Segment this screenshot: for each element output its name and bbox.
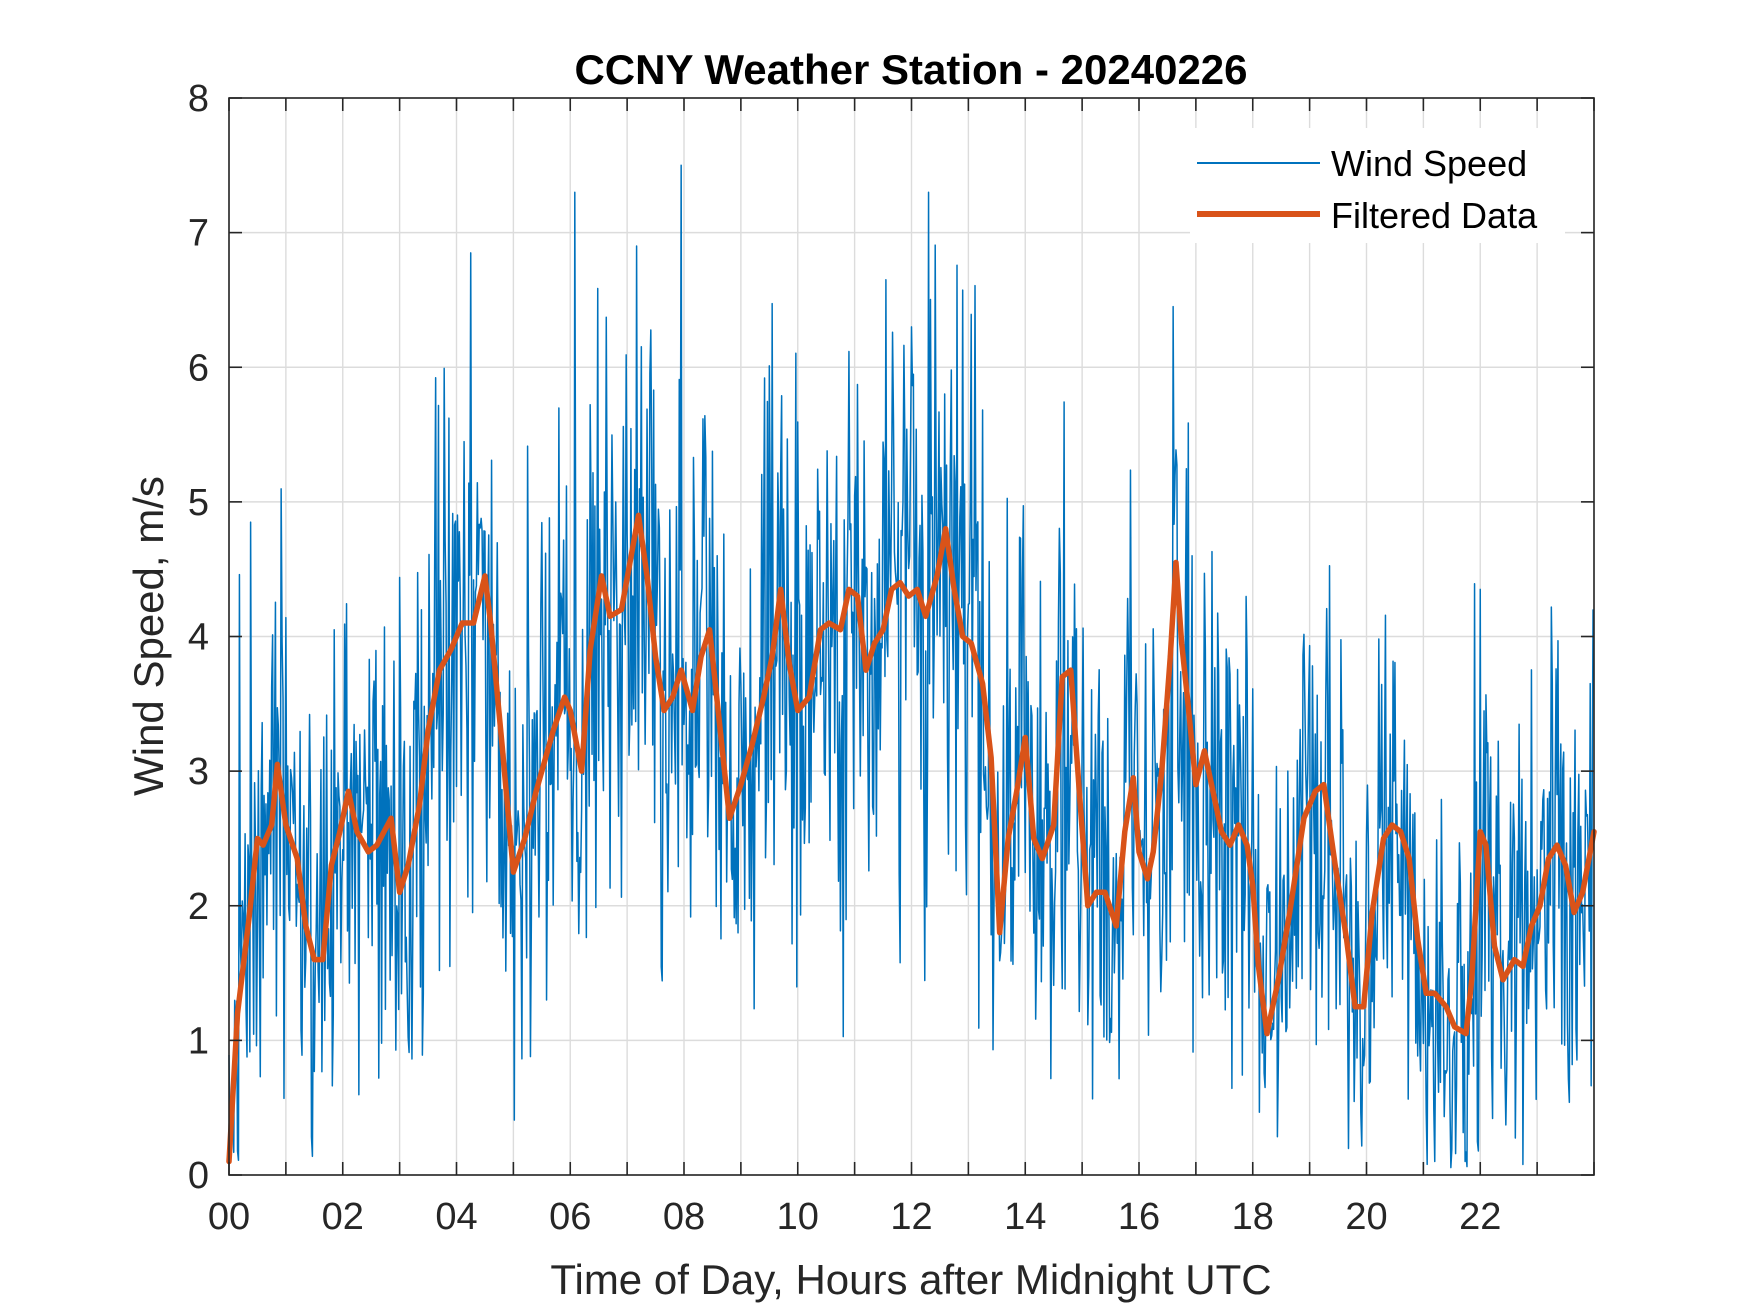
legend-label-filtered-data: Filtered Data bbox=[1331, 195, 1538, 236]
x-tick-label: 00 bbox=[208, 1196, 250, 1238]
x-tick-label: 16 bbox=[1118, 1196, 1160, 1238]
y-tick-label: 6 bbox=[188, 347, 209, 389]
x-tick-label: 14 bbox=[1004, 1196, 1046, 1238]
x-tick-label: 22 bbox=[1459, 1196, 1501, 1238]
y-tick-label: 8 bbox=[188, 78, 209, 120]
series-wind-speed-line bbox=[228, 164, 1594, 1169]
x-axis-label: Time of Day, Hours after Midnight UTC bbox=[550, 1256, 1271, 1303]
y-tick-label: 3 bbox=[188, 751, 209, 793]
y-axis-label: Wind Speed, m/s bbox=[125, 476, 172, 796]
legend-box bbox=[1190, 128, 1565, 243]
x-tick-label: 02 bbox=[322, 1196, 364, 1238]
legend-label-wind-speed: Wind Speed bbox=[1331, 143, 1527, 184]
x-tick-label: 08 bbox=[663, 1196, 705, 1238]
series-filtered-data-line bbox=[226, 512, 1597, 1165]
y-tick-label: 1 bbox=[188, 1020, 209, 1062]
y-tick-label: 0 bbox=[188, 1155, 209, 1197]
axis-ticks bbox=[228, 97, 1595, 1176]
x-tick-label: 20 bbox=[1345, 1196, 1387, 1238]
x-tick-label: 04 bbox=[435, 1196, 477, 1238]
plot-lines bbox=[226, 164, 1597, 1169]
x-tick-label: 12 bbox=[890, 1196, 932, 1238]
y-tick-label: 2 bbox=[188, 886, 209, 928]
x-tick-label: 06 bbox=[549, 1196, 591, 1238]
legend: Wind Speed Filtered Data bbox=[1190, 128, 1565, 243]
x-tick-label: 18 bbox=[1232, 1196, 1274, 1238]
x-tick-label: 10 bbox=[777, 1196, 819, 1238]
y-tick-label: 5 bbox=[188, 482, 209, 524]
y-tick-label: 7 bbox=[188, 213, 209, 255]
chart-title: CCNY Weather Station - 20240226 bbox=[574, 46, 1247, 93]
y-tick-label: 4 bbox=[188, 617, 209, 659]
